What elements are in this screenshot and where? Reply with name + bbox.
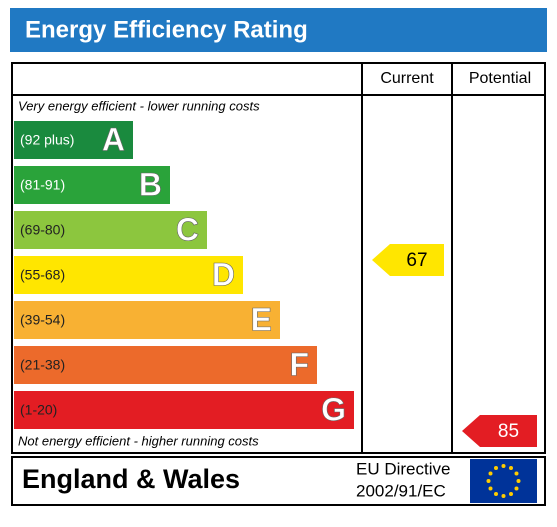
band-range: (69-80) <box>20 222 65 238</box>
rating-band <box>14 391 354 429</box>
title-bar <box>10 8 547 52</box>
band-letter: D <box>212 256 235 292</box>
bottom-note: Not energy efficient - higher running co… <box>18 433 259 448</box>
column-header: Potential <box>469 70 531 87</box>
flag-star <box>488 486 493 491</box>
rating-band <box>14 211 207 249</box>
directive: 2002/91/EC <box>356 481 446 500</box>
band-letter: A <box>102 121 125 157</box>
main-frame <box>11 62 546 454</box>
flag-star <box>494 466 498 471</box>
flag-star <box>514 486 519 491</box>
rating-value: 85 <box>498 421 519 442</box>
flag-star <box>494 491 498 496</box>
flag-star <box>509 491 513 496</box>
footer-frame <box>11 456 546 506</box>
flag-star <box>488 471 493 476</box>
band-range: (92 plus) <box>20 132 74 148</box>
region: England & Wales <box>22 464 240 494</box>
top-note: Very energy efficient - lower running co… <box>18 98 260 113</box>
eu-flag <box>470 459 537 503</box>
band-letter: B <box>139 166 162 202</box>
column-header: Current <box>380 70 434 87</box>
title: Energy Efficiency Rating <box>25 16 308 43</box>
rating-band <box>14 166 170 204</box>
band-letter: C <box>176 211 199 247</box>
rating-band <box>14 121 133 159</box>
band-range: (55-68) <box>20 267 65 283</box>
flag-star <box>501 494 506 498</box>
flag-star <box>486 479 491 483</box>
rating-band <box>14 256 243 294</box>
band-letter: G <box>321 391 346 427</box>
rating-band <box>14 301 280 339</box>
band-range: (1-20) <box>20 402 57 418</box>
band-range: (39-54) <box>20 312 65 328</box>
directive: EU Directive <box>356 459 450 478</box>
rating-arrow <box>372 244 444 276</box>
band-letter: F <box>289 346 309 382</box>
rating-value: 67 <box>406 250 427 271</box>
band-range: (21-38) <box>20 357 65 373</box>
flag-star <box>509 466 513 471</box>
rating-band <box>14 346 317 384</box>
band-range: (81-91) <box>20 177 65 193</box>
flag-star <box>514 471 519 476</box>
flag-star <box>516 479 521 483</box>
rating-arrow <box>462 415 537 447</box>
band-letter: E <box>251 301 272 337</box>
flag-star <box>501 464 506 468</box>
